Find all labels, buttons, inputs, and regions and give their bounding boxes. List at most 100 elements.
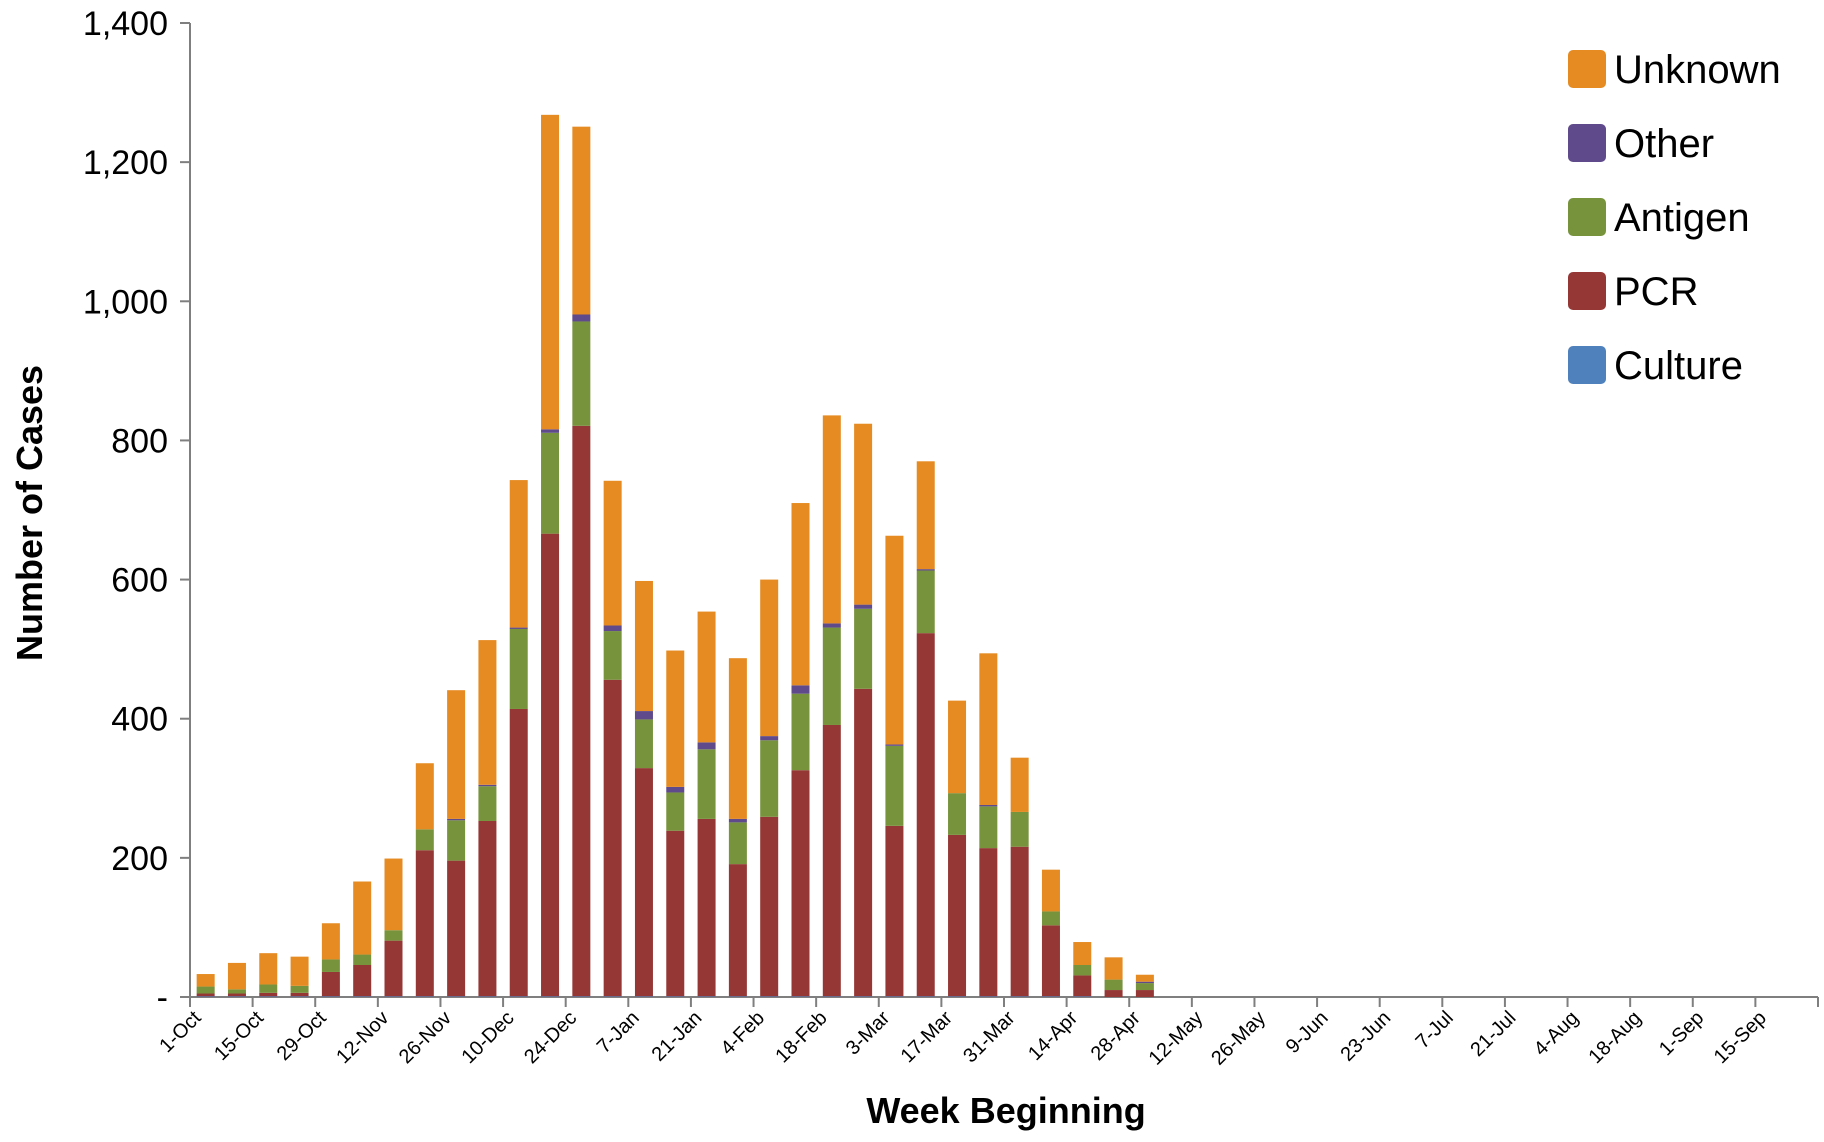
bar-segment-unknown <box>509 480 528 628</box>
bar-segment-antigen <box>572 321 591 426</box>
bar-segment-culture <box>666 996 685 997</box>
bar-segment-pcr <box>572 425 591 997</box>
legend-item-other: Other <box>1568 122 1714 166</box>
x-tick-label: 12-Nov <box>332 1007 393 1068</box>
y-axis-title: Number of Cases <box>9 365 50 661</box>
x-tick-label: 1-Sep <box>1655 1007 1708 1060</box>
bar-segment-culture <box>1041 996 1060 997</box>
x-tick-label: 18-Feb <box>771 1007 831 1067</box>
bar-segment-unknown <box>259 953 278 985</box>
legend-swatch <box>1568 346 1606 384</box>
legend-item-pcr: PCR <box>1568 270 1698 314</box>
x-tick-label: 4-Feb <box>717 1007 770 1060</box>
bar-segment-pcr <box>1073 975 1092 997</box>
bar-segment-pcr <box>634 768 653 997</box>
bar-segment-culture <box>227 996 246 997</box>
bars <box>196 114 1154 997</box>
bar-segment-culture <box>447 996 466 997</box>
bar-segment-culture <box>321 996 340 997</box>
bar-segment-other <box>509 627 528 629</box>
bar-segment-other <box>447 818 466 821</box>
legend-item-unknown: Unknown <box>1568 48 1781 92</box>
bar-segment-other <box>603 625 622 632</box>
x-tick-label: 4-Aug <box>1530 1007 1583 1060</box>
x-tick-label: 28-Apr <box>1087 1007 1145 1065</box>
x-tick-label: 29-Oct <box>273 1007 331 1065</box>
bar-segment-other <box>697 742 716 750</box>
bar-segment-pcr <box>1010 846 1029 997</box>
bar-segment-unknown <box>1073 942 1092 965</box>
y-tick-label: 200 <box>111 840 168 878</box>
x-tick-label: 26-Nov <box>395 1007 456 1068</box>
bar-segment-antigen <box>948 793 967 835</box>
legend-label: PCR <box>1614 270 1698 314</box>
bar-segment-pcr <box>728 864 747 997</box>
bar-segment-antigen <box>509 628 528 709</box>
bar-segment-culture <box>979 996 998 997</box>
bar-segment-culture <box>478 996 497 997</box>
bar-segment-culture <box>572 996 591 997</box>
legend-label: Unknown <box>1614 48 1781 92</box>
x-tick-label: 17-Mar <box>897 1007 958 1068</box>
x-tick-label: 7-Jan <box>593 1007 644 1058</box>
x-tick-label: 9-Jun <box>1282 1007 1333 1058</box>
legend-item-antigen: Antigen <box>1568 196 1750 240</box>
bar-segment-other <box>541 429 560 433</box>
x-tick-label: 7-Jul <box>1412 1007 1458 1053</box>
bar-segment-unknown <box>728 658 747 819</box>
bar-segment-unknown <box>196 974 215 987</box>
bar-segment-antigen <box>916 570 935 634</box>
bar-segment-unknown <box>447 690 466 819</box>
bar-segment-unknown <box>353 881 372 955</box>
bar-segment-unknown <box>822 415 841 624</box>
bar-segment-pcr <box>948 834 967 997</box>
bar-segment-pcr <box>196 993 215 997</box>
bar-segment-unknown <box>1135 974 1154 982</box>
bar-segment-unknown <box>948 700 967 794</box>
bar-segment-antigen <box>478 786 497 821</box>
bar-segment-pcr <box>415 850 434 997</box>
bar-segment-antigen <box>634 719 653 769</box>
bar-segment-pcr <box>791 770 810 997</box>
bar-segment-culture <box>634 996 653 997</box>
bar-segment-antigen <box>353 954 372 965</box>
bar-segment-unknown <box>321 923 340 960</box>
legend-item-culture: Culture <box>1568 344 1743 388</box>
y-tick-label: 600 <box>111 562 168 600</box>
bar-segment-unknown <box>885 535 904 745</box>
bar-segment-culture <box>290 996 309 997</box>
bar-segment-other <box>478 784 497 787</box>
bar-segment-culture <box>384 996 403 997</box>
bar-segment-unknown <box>760 579 779 737</box>
bar-segment-culture <box>948 996 967 997</box>
y-tick-label: 1,400 <box>83 5 168 43</box>
bar-segment-pcr <box>885 825 904 997</box>
bar-segment-other <box>854 604 873 609</box>
bar-segment-other <box>979 804 998 807</box>
bar-segment-pcr <box>979 848 998 997</box>
bar-segment-pcr <box>447 860 466 997</box>
x-tick-label: 14-Apr <box>1024 1007 1082 1065</box>
x-axis-title: Week Beginning <box>866 1090 1145 1131</box>
bar-segment-unknown <box>290 956 309 986</box>
bar-segment-antigen <box>697 749 716 819</box>
bar-segment-other <box>791 685 810 694</box>
bar-segment-other <box>760 736 779 741</box>
bar-segment-antigen <box>541 432 560 534</box>
bar-segment-antigen <box>447 820 466 861</box>
x-tick-label: 24-Dec <box>520 1007 581 1068</box>
legend-label: Antigen <box>1614 196 1750 240</box>
bar-segment-antigen <box>822 627 841 725</box>
bar-segment-antigen <box>259 984 278 993</box>
bar-segment-antigen <box>384 930 403 941</box>
y-axis: - 200 400 600 800 1,000 1,200 1,400 <box>83 5 191 1017</box>
bar-segment-antigen <box>415 829 434 851</box>
bar-segment-antigen <box>1073 964 1092 976</box>
bar-segment-antigen <box>854 608 873 689</box>
bar-segment-antigen <box>728 822 747 865</box>
x-tick-label: 18-Aug <box>1585 1007 1646 1068</box>
bar-segment-culture <box>541 996 560 997</box>
bar-segment-unknown <box>1010 757 1029 812</box>
bar-segment-antigen <box>1010 811 1029 847</box>
